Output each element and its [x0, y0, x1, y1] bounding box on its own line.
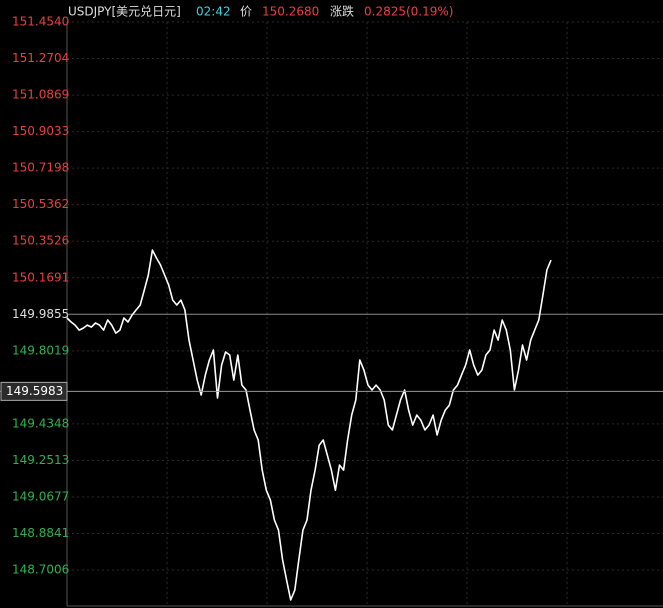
y-tick-label: 150.3526	[12, 234, 69, 248]
y-tick-label: 151.2704	[12, 51, 69, 65]
y-tick-label: 150.7198	[12, 161, 69, 175]
change-label: 涨跌	[330, 4, 354, 19]
y-tick-label: 150.5362	[12, 197, 69, 211]
y-tick-label: 149.0677	[12, 489, 69, 503]
y-tick-label: 149.2513	[12, 453, 69, 467]
y-tick-label: 149.4348	[12, 416, 69, 430]
price: 150.2680	[262, 5, 319, 19]
y-tick-label: 149.8019	[12, 343, 69, 357]
y-tick-label: 148.7006	[12, 563, 69, 577]
y-tick-label: 150.9033	[12, 124, 69, 138]
price-line	[66, 249, 552, 601]
y-tick-label: 151.4540	[12, 15, 69, 29]
cursor-label: 149.5983	[6, 384, 63, 398]
change: 0.2825(0.19%)	[364, 5, 453, 19]
symbol: USDJPY[美元兑日元]	[68, 5, 181, 19]
y-tick-label: 149.9855	[12, 307, 69, 321]
price-label: 价	[240, 5, 252, 19]
cursor-box	[0, 381, 68, 401]
y-tick-label: 151.0869	[12, 88, 69, 102]
y-tick-label: 150.1691	[12, 270, 69, 284]
y-tick-label: 148.8841	[12, 526, 69, 540]
time: 02:42	[196, 5, 231, 19]
